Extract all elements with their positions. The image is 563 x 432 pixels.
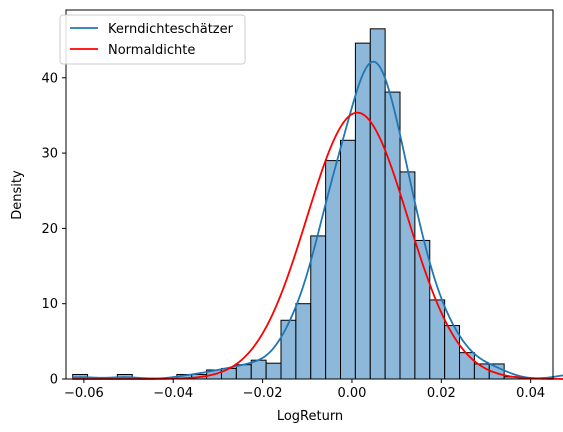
- legend-label-normal: Normaldichte: [108, 43, 195, 58]
- y-tick-label: 40: [41, 71, 58, 86]
- x-tick-label: 0.02: [427, 386, 456, 401]
- x-axis-label: LogReturn: [277, 409, 343, 424]
- histogram-bar: [265, 362, 282, 380]
- histogram-bar: [340, 139, 356, 380]
- y-axis-label: Density: [10, 170, 25, 220]
- legend-label-kde: Kerndichteschätzer: [108, 22, 234, 37]
- histogram-bar: [429, 299, 446, 380]
- histogram-bar: [280, 319, 297, 380]
- legend: Kerndichteschätzer Normaldichte: [59, 14, 246, 65]
- y-tick-label: 20: [41, 222, 58, 237]
- x-axis-ticks: −0.06 −0.04 −0.02 0.00 0.02 0.04: [64, 379, 545, 401]
- histogram-bar: [295, 303, 312, 380]
- y-axis-ticks: 0 10 20 30 40: [41, 71, 66, 388]
- histogram-bar: [310, 235, 327, 380]
- histogram-bar: [369, 28, 386, 380]
- x-tick-label: 0.04: [516, 386, 545, 401]
- histogram-bar: [235, 364, 252, 380]
- histogram-bar: [384, 91, 401, 380]
- histogram-bar: [220, 367, 237, 380]
- histogram-bar: [459, 352, 475, 380]
- x-tick-label: 0.00: [337, 386, 366, 401]
- y-tick-label: 0: [50, 373, 58, 388]
- histogram-bar: [250, 359, 267, 380]
- x-tick-label: −0.06: [64, 386, 104, 401]
- legend-box: [59, 14, 246, 65]
- x-tick-label: −0.04: [153, 386, 193, 401]
- histogram-bar: [354, 42, 371, 380]
- y-tick-label: 30: [41, 147, 58, 162]
- plot-frame: [65, 9, 554, 380]
- y-tick-label: 10: [41, 297, 58, 312]
- x-tick-label: −0.02: [243, 386, 283, 401]
- histogram-bars: [72, 28, 520, 380]
